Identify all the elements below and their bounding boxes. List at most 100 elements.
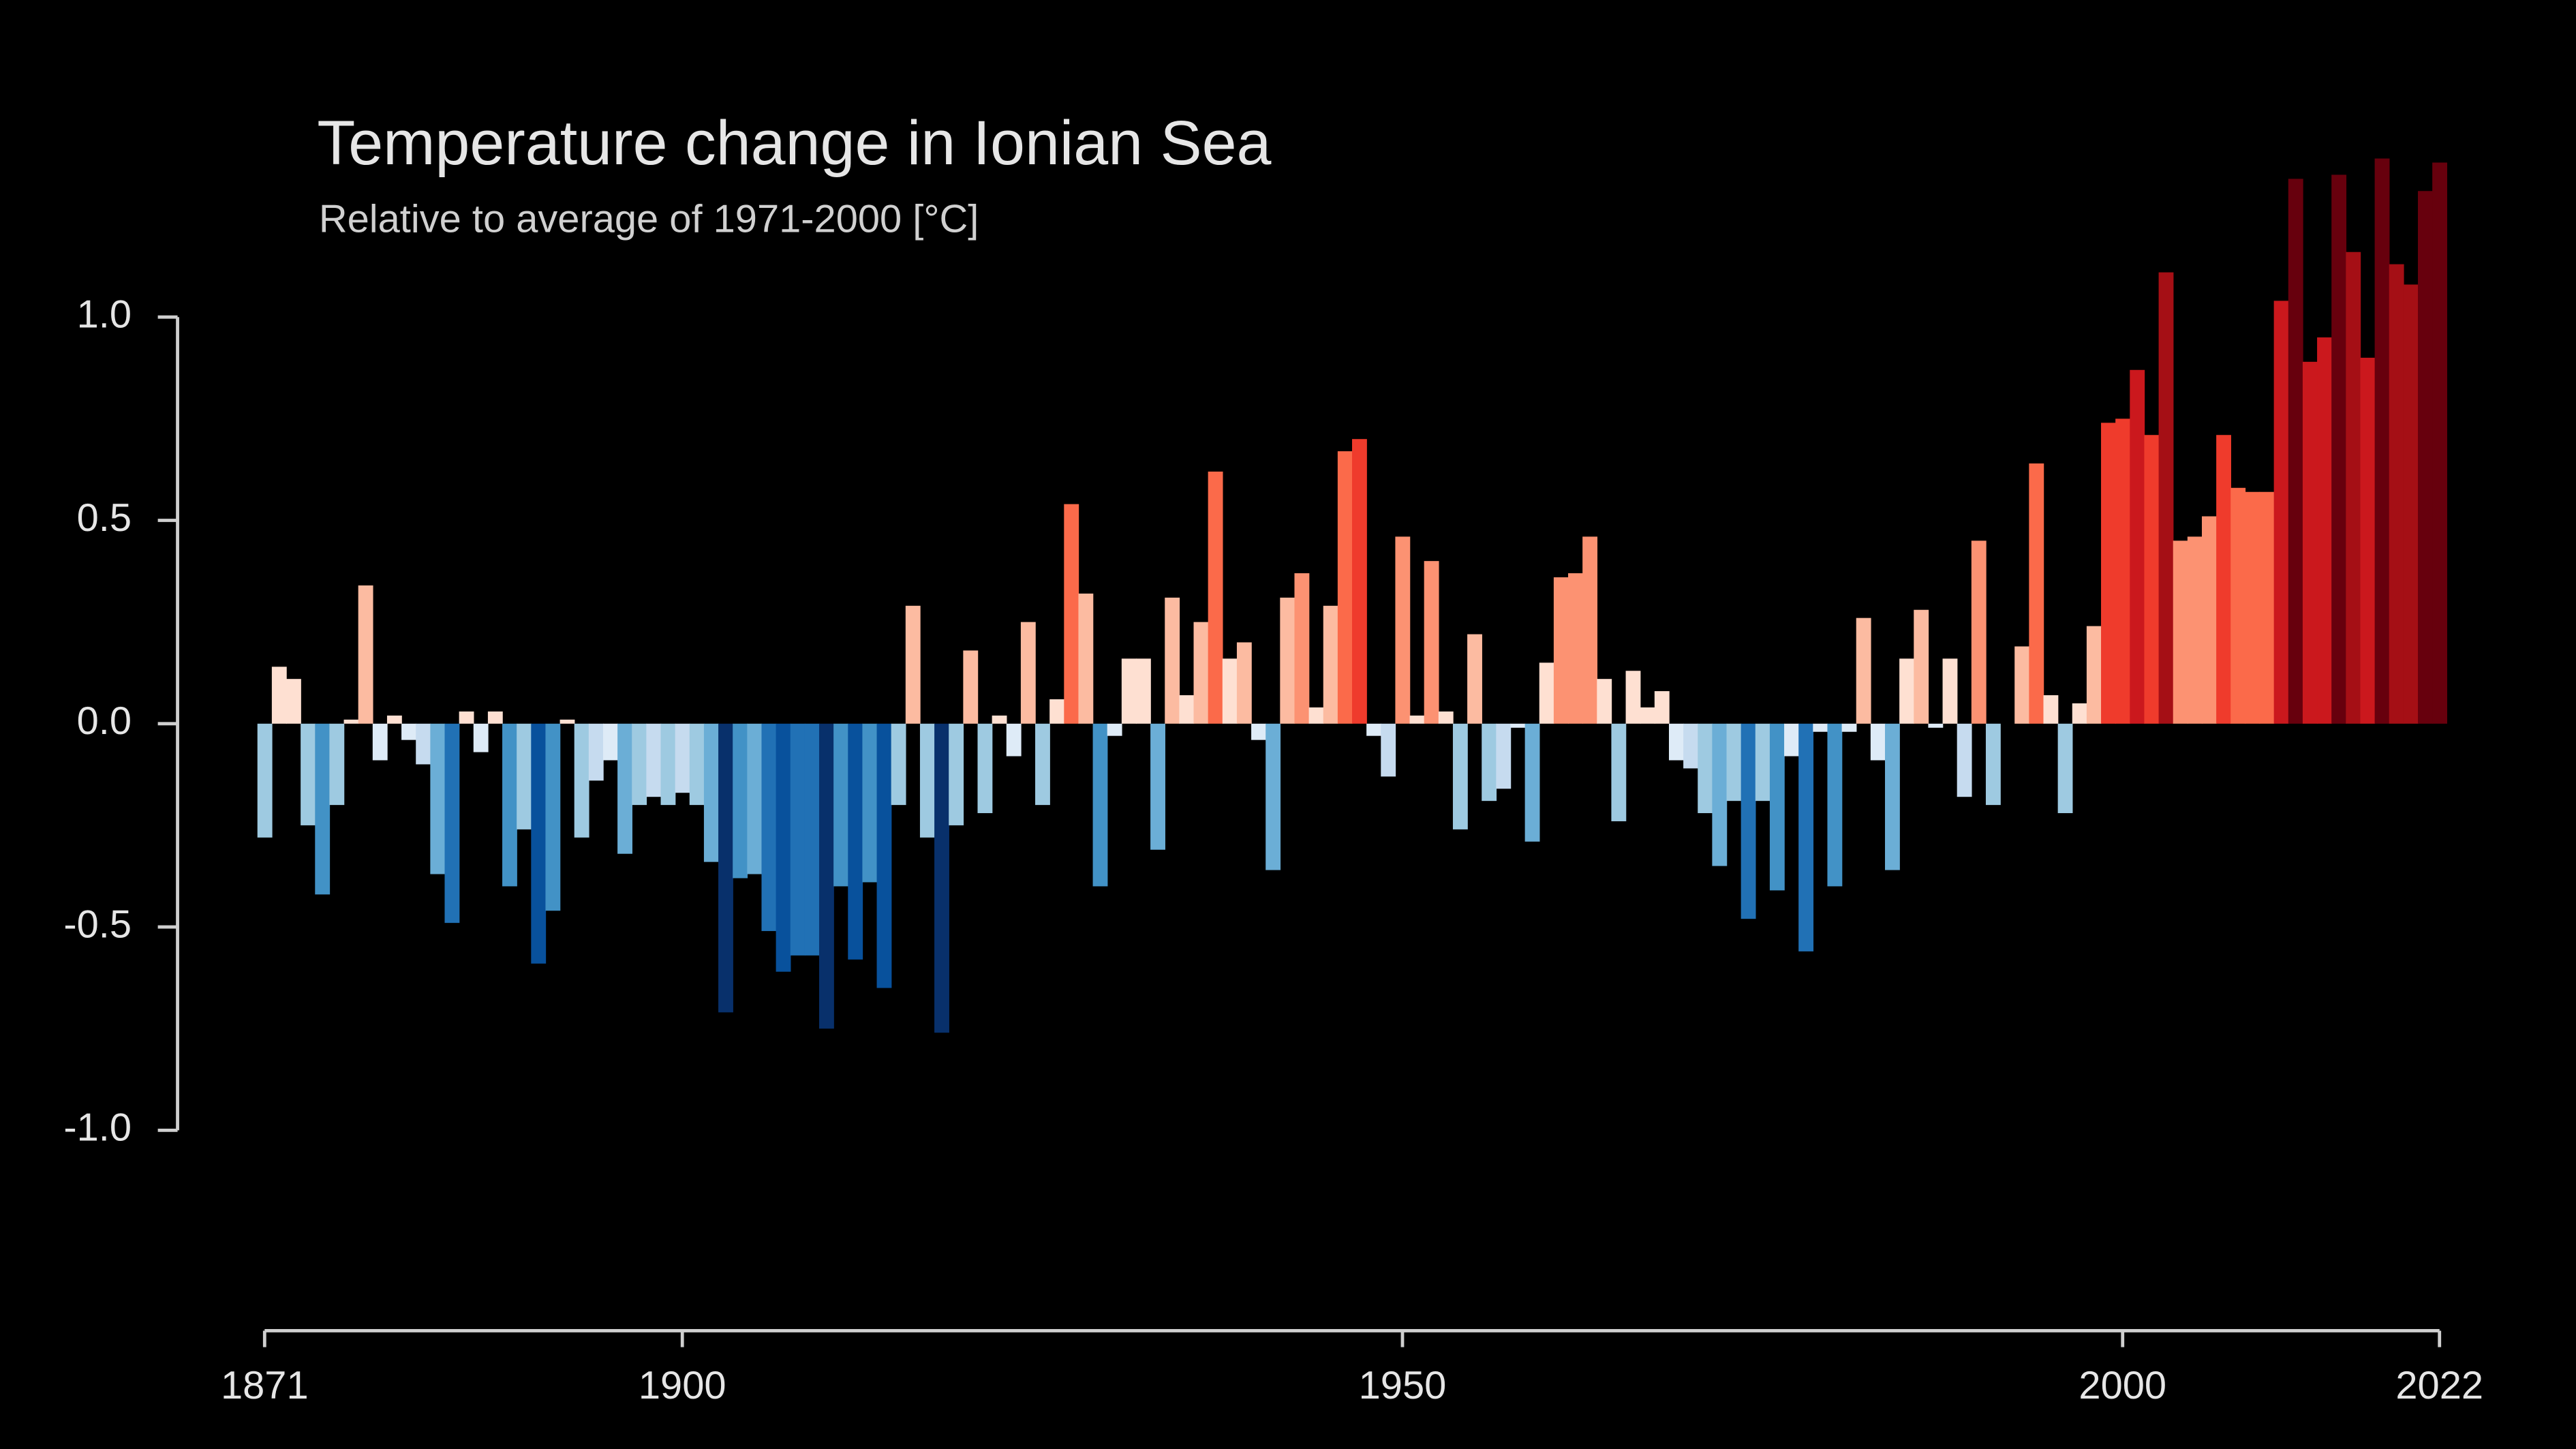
bar: [819, 723, 834, 1029]
bar: [1726, 723, 1742, 802]
bar: [1539, 662, 1554, 724]
bar: [2288, 179, 2303, 724]
bar: [386, 715, 402, 724]
bar: [1856, 617, 1871, 724]
bar: [718, 723, 733, 1013]
x-tick-label: 2022: [2395, 1364, 2483, 1407]
bar: [2057, 723, 2073, 814]
bar: [2043, 695, 2059, 724]
bar: [1452, 723, 1468, 829]
bar: [703, 723, 719, 862]
bar: [761, 723, 777, 932]
x-tick-label: 2000: [2079, 1364, 2166, 1407]
bar: [301, 723, 316, 825]
bar: [430, 723, 446, 874]
chart-title: Temperature change in Ionian Sea: [317, 108, 1271, 178]
bar: [1568, 573, 1583, 724]
bar: [1208, 471, 1223, 724]
bar: [372, 723, 388, 761]
bar: [2230, 487, 2246, 724]
bar: [1266, 723, 1281, 870]
bar: [2101, 423, 2116, 724]
bar: [632, 723, 647, 806]
bar: [2173, 540, 2188, 724]
bar: [2014, 646, 2030, 724]
bar: [949, 723, 964, 825]
bar: [1582, 536, 1598, 724]
bar: [2187, 536, 2203, 724]
bar: [1553, 577, 1569, 724]
bar: [1294, 573, 1310, 724]
bar: [1482, 723, 1497, 802]
bar: [315, 723, 331, 895]
bar: [1971, 540, 1987, 724]
bar: [1352, 439, 1367, 724]
bar: [1107, 723, 1122, 736]
bar: [1366, 723, 1382, 736]
bar: [1683, 723, 1698, 769]
y-tick-label: -0.5: [63, 902, 132, 946]
bar: [2273, 301, 2289, 724]
bar: [1885, 723, 1900, 870]
bar: [617, 723, 632, 854]
bar: [2029, 463, 2044, 724]
bar: [1135, 658, 1151, 724]
bar: [891, 723, 906, 806]
bar: [2389, 264, 2404, 724]
bar: [517, 723, 532, 829]
bar: [1438, 711, 1454, 724]
bar: [934, 723, 949, 1033]
bar: [1928, 723, 1944, 728]
bar: [358, 585, 373, 724]
y-tick-label: -1.0: [63, 1106, 132, 1150]
bar: [2201, 516, 2217, 724]
bar: [1467, 634, 1482, 724]
bar: [1409, 715, 1425, 724]
y-tick-label: 0.5: [77, 496, 132, 540]
chart-subtitle: Relative to average of 1971-2000 [°C]: [319, 198, 979, 241]
bar: [1942, 658, 1958, 724]
bar: [1769, 723, 1785, 891]
bar: [776, 723, 791, 972]
bar: [416, 723, 431, 765]
bar: [1179, 695, 1195, 724]
bar: [905, 605, 921, 724]
bar: [675, 723, 690, 793]
bar: [1092, 723, 1108, 887]
bar: [689, 723, 705, 806]
bar: [574, 723, 589, 838]
bar: [2360, 357, 2376, 724]
bar: [2317, 337, 2332, 724]
bar: [1006, 723, 1022, 757]
bar: [1323, 605, 1338, 724]
bar: [559, 719, 575, 724]
bar: [1611, 723, 1627, 821]
x-tick-label: 1950: [1359, 1364, 1447, 1407]
bar: [1049, 699, 1065, 724]
bar: [257, 723, 273, 838]
bar: [876, 723, 892, 988]
bar: [487, 711, 503, 724]
bar: [2144, 435, 2160, 724]
bar: [2072, 703, 2087, 724]
bar: [1668, 723, 1684, 761]
bar: [1654, 691, 1670, 724]
bar: [1251, 723, 1266, 740]
bar: [1308, 707, 1324, 724]
bar: [1640, 707, 1655, 724]
bar: [1035, 723, 1050, 806]
bar: [588, 723, 604, 781]
bar: [602, 723, 618, 761]
bar: [2216, 435, 2231, 724]
bar: [1280, 597, 1295, 724]
bar: [848, 723, 863, 960]
bar: [1985, 723, 2001, 806]
bar: [1899, 658, 1915, 724]
bar: [1914, 609, 1929, 724]
bar: [1784, 723, 1799, 757]
bar: [833, 723, 848, 887]
bar: [1150, 723, 1165, 850]
bar: [1381, 723, 1396, 777]
bar: [1020, 622, 1036, 724]
